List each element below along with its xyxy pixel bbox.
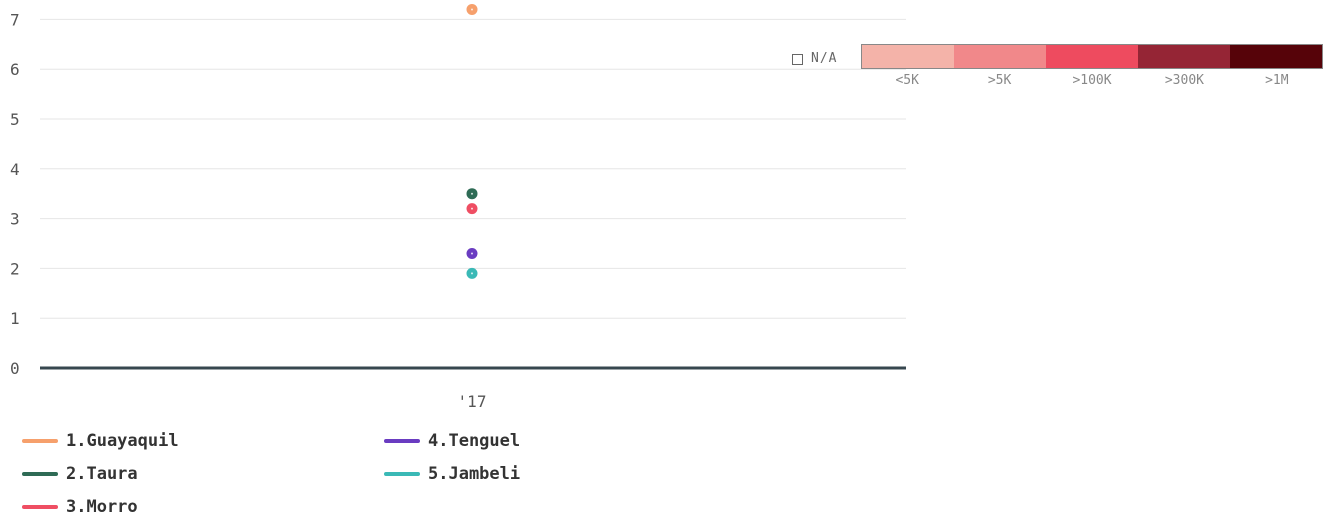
- legend-swatch: [22, 472, 58, 476]
- color-scale-labels: <5K >5K >100K >300K >1M: [861, 73, 1323, 88]
- data-point-center: [471, 252, 473, 255]
- data-point-center: [471, 207, 473, 210]
- data-point-center: [471, 8, 473, 11]
- y-tick-label: 5: [10, 110, 20, 129]
- data-point-center: [471, 272, 473, 275]
- color-scale-label: >5K: [987, 73, 1012, 88]
- data-points: [466, 3, 478, 279]
- color-scale-label: >300K: [1164, 73, 1204, 88]
- color-scale-segment[interactable]: [1230, 45, 1322, 68]
- color-scale-segment[interactable]: [862, 45, 954, 68]
- data-point-center: [471, 192, 473, 195]
- legend-item[interactable]: 1.Guayaquil: [22, 428, 179, 454]
- legend-item[interactable]: 5.Jambeli: [384, 461, 520, 487]
- color-scale-segment[interactable]: [1138, 45, 1230, 68]
- legend-item[interactable]: 3.Morro: [22, 494, 138, 520]
- na-checkbox-icon[interactable]: [792, 54, 803, 65]
- y-tick-label: 0: [10, 359, 20, 378]
- y-tick-label: 6: [10, 60, 20, 79]
- x-axis-ticks: '17: [458, 392, 487, 411]
- y-tick-label: 1: [10, 309, 20, 328]
- na-label: N/A: [811, 51, 838, 66]
- y-axis-ticks: 0 1 2 3 4 5 6 7: [10, 10, 20, 378]
- y-tick-label: 4: [10, 160, 20, 179]
- y-tick-label: 7: [10, 10, 20, 29]
- legend-label: 5.Jambeli: [428, 464, 521, 484]
- legend-label: 2.Taura: [66, 464, 138, 484]
- color-scale-legend: N/A <5K >5K >100K >300K >1M: [790, 44, 1325, 94]
- legend-label: 4.Tenguel: [428, 431, 521, 451]
- color-scale-label: <5K: [895, 73, 919, 88]
- color-scale-bar: [861, 44, 1323, 69]
- y-tick-label: 2: [10, 259, 20, 278]
- x-tick-label: '17: [458, 392, 487, 411]
- color-scale-segment[interactable]: [1046, 45, 1138, 68]
- legend-item[interactable]: 2.Taura: [22, 461, 138, 487]
- color-scale-segment[interactable]: [954, 45, 1046, 68]
- legend-swatch: [384, 439, 420, 443]
- legend-swatch: [384, 472, 420, 476]
- legend-swatch: [22, 439, 58, 443]
- legend-label: 1.Guayaquil: [66, 431, 179, 451]
- y-tick-label: 3: [10, 210, 20, 229]
- scatter-chart: 0 1 2 3 4 5 6 7 '17: [10, 3, 906, 411]
- grid-lines: [40, 18, 906, 319]
- color-scale-label: >100K: [1072, 73, 1112, 88]
- color-scale-label: >1M: [1265, 73, 1289, 88]
- legend-swatch: [22, 505, 58, 509]
- legend-label: 3.Morro: [66, 497, 138, 517]
- legend-item[interactable]: 4.Tenguel: [384, 428, 520, 454]
